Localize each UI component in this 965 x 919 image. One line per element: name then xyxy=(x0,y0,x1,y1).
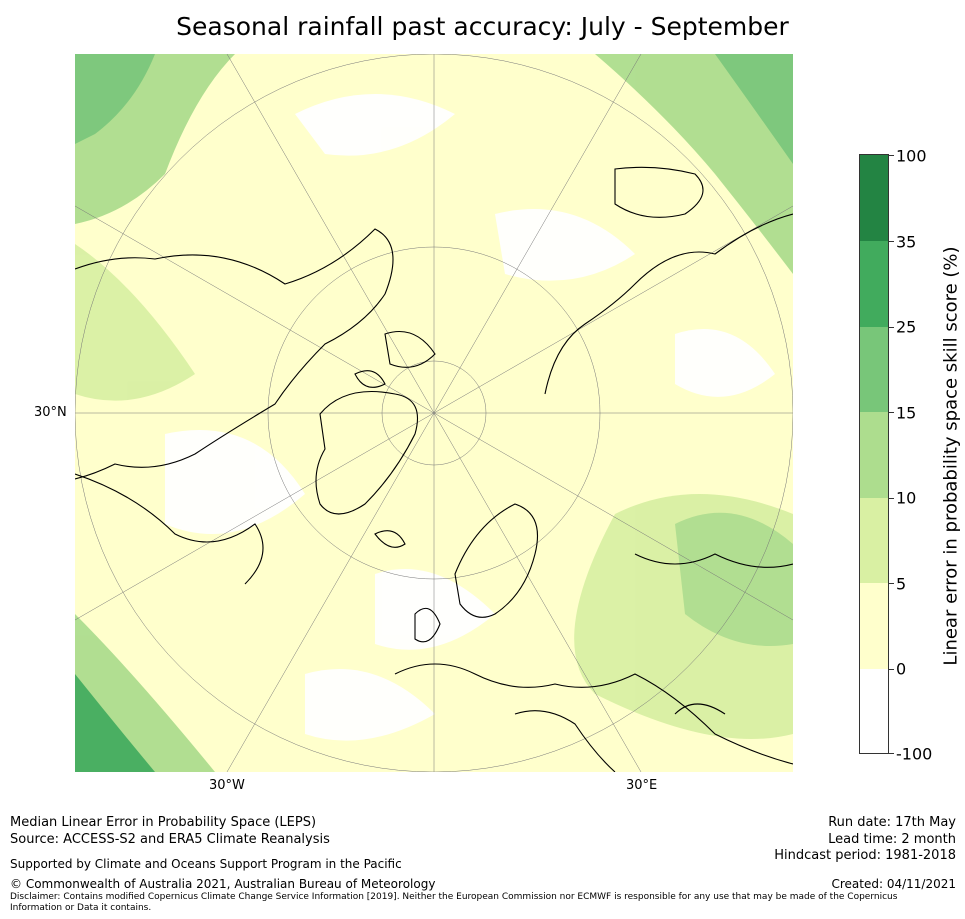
colorbar-bin-15-25 xyxy=(860,327,888,412)
colorbar-bin-0-5 xyxy=(860,583,888,669)
footer-run-date: Run date: 17th May xyxy=(828,815,956,830)
cbar-tickmark xyxy=(889,498,894,499)
cbar-tickmark xyxy=(889,753,894,754)
footer-lead-time: Lead time: 2 month xyxy=(828,832,956,847)
footer-created: Created: 04/11/2021 xyxy=(831,877,956,891)
cbar-tick-label: 5 xyxy=(896,574,907,594)
footer-method: Median Linear Error in Probability Space… xyxy=(10,815,317,830)
graticule xyxy=(75,54,793,772)
cbar-tick-label: 35 xyxy=(896,232,917,252)
colorbar-bin-25-35 xyxy=(860,241,888,327)
cbar-tick-label: 100 xyxy=(896,146,927,166)
cbar-tickmark xyxy=(889,241,894,242)
skill-patches xyxy=(75,54,793,772)
footer-support: Supported by Climate and Oceans Support … xyxy=(10,857,402,871)
lon-label-30w: 30°W xyxy=(209,778,245,793)
cbar-tickmark xyxy=(889,583,894,584)
colorbar-title: Linear error in probability space skill … xyxy=(940,246,962,666)
lon-label-30e: 30°E xyxy=(626,778,658,793)
footer-source: Source: ACCESS-S2 and ERA5 Climate Reana… xyxy=(10,832,330,847)
cbar-tick-label: -100 xyxy=(896,744,933,764)
colorbar-bin-neg100-0 xyxy=(860,669,888,753)
cbar-tick-label: 15 xyxy=(896,403,917,423)
cbar-tick-label: 10 xyxy=(896,488,917,508)
colorbar-bin-35-100 xyxy=(860,155,888,241)
coastlines xyxy=(75,166,793,772)
polar-map xyxy=(75,54,793,772)
footer-copyright: © Commonwealth of Australia 2021, Austra… xyxy=(10,877,436,891)
lat-label-30n: 30°N xyxy=(34,405,67,420)
map-title: Seasonal rainfall past accuracy: July - … xyxy=(176,12,789,41)
footer-hindcast: Hindcast period: 1981-2018 xyxy=(774,848,956,863)
cbar-tick-label: 0 xyxy=(896,659,907,679)
cbar-tickmark xyxy=(889,327,894,328)
map-canvas xyxy=(75,54,793,772)
colorbar-bin-10-15 xyxy=(860,412,888,498)
cbar-tickmark xyxy=(889,155,894,156)
cbar-tickmark xyxy=(889,412,894,413)
cbar-tick-label: 25 xyxy=(896,317,917,337)
colorbar xyxy=(859,154,889,754)
cbar-tickmark xyxy=(889,669,894,670)
footer-disclaimer: Disclaimer: Contains modified Copernicus… xyxy=(10,892,898,913)
colorbar-bin-5-10 xyxy=(860,498,888,583)
